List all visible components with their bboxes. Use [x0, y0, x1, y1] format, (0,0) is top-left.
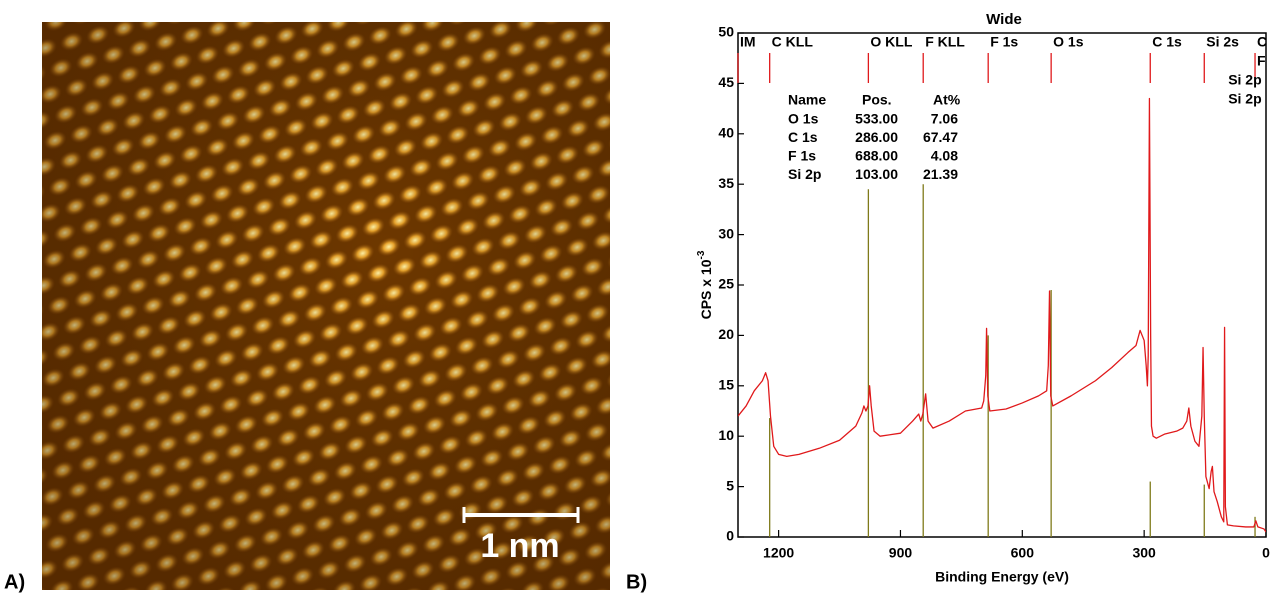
table-cell: 688.00	[855, 148, 898, 164]
y-tick-label: 15	[718, 377, 734, 393]
table-cell: Si 2p	[788, 166, 821, 182]
x-tick-label: 600	[1011, 545, 1035, 561]
panel-label: A)	[4, 571, 25, 593]
y-axis-label-text: CPS x 10	[698, 259, 714, 319]
y-tick-label: 20	[718, 326, 734, 342]
y-tick-label: 50	[718, 24, 734, 40]
peak-label: F	[1257, 53, 1266, 69]
y-axis-label-exponent: -3	[696, 250, 707, 259]
table-cell: 533.00	[855, 111, 898, 127]
table-cell: 7.06	[931, 111, 958, 127]
stm-image: 1 nm	[42, 22, 610, 590]
table-header: Name	[788, 92, 826, 108]
peak-label: C	[1257, 34, 1267, 50]
x-tick-label: 900	[889, 545, 913, 561]
peak-label: O KLL	[870, 34, 912, 50]
panel-label: B)	[626, 571, 647, 593]
table-header: Pos.	[862, 92, 892, 108]
y-axis-label: CPS x 10-3	[696, 250, 714, 319]
peak-label: C 1s	[1152, 34, 1182, 50]
table-cell: 67.47	[923, 129, 958, 145]
peak-label: Si 2p	[1228, 91, 1261, 107]
peak-label: F 1s	[990, 34, 1018, 50]
table-cell: O 1s	[788, 111, 819, 127]
peak-label: F KLL	[925, 34, 965, 50]
peak-label: Si 2p	[1228, 72, 1261, 88]
peak-label: IM	[740, 34, 756, 50]
y-tick-label: 30	[718, 225, 734, 241]
scale-bar-label: 1 nm	[480, 527, 559, 565]
x-tick-label: 300	[1132, 545, 1156, 561]
y-tick-label: 25	[718, 276, 734, 292]
x-axis-label: Binding Energy (eV)	[935, 569, 1069, 585]
x-tick-label: 0	[1262, 545, 1270, 561]
plot-frame	[737, 32, 1267, 538]
table-cell: F 1s	[788, 148, 816, 164]
y-tick-label: 0	[726, 528, 734, 544]
table-cell: 103.00	[855, 166, 898, 182]
y-tick-label: 35	[718, 175, 734, 191]
peak-label: C KLL	[772, 34, 814, 50]
table-cell: 4.08	[931, 148, 958, 164]
peak-label: Si 2s	[1206, 34, 1239, 50]
table-cell: C 1s	[788, 129, 818, 145]
chart-title: Wide	[986, 11, 1022, 28]
table-cell: 21.39	[923, 166, 958, 182]
spectrum-line	[738, 97, 1266, 533]
plot-area	[738, 97, 1266, 537]
y-tick-label: 45	[718, 74, 734, 90]
y-tick-label: 5	[726, 477, 734, 493]
peak-label: O 1s	[1053, 34, 1084, 50]
y-tick-label: 10	[718, 427, 734, 443]
table-header: At%	[933, 92, 961, 108]
x-tick-label: 1200	[763, 545, 794, 561]
table-cell: 286.00	[855, 129, 898, 145]
y-tick-label: 40	[718, 125, 734, 141]
